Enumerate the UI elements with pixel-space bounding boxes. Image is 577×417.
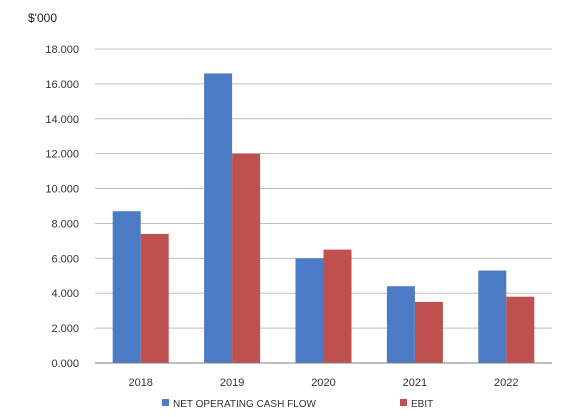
gridlines bbox=[95, 48, 552, 329]
bars bbox=[112, 73, 535, 363]
y-tick-label: 8.000 bbox=[51, 218, 79, 230]
y-tick-label: 2.000 bbox=[51, 323, 79, 335]
bar-ebit-2021 bbox=[414, 301, 443, 363]
bar-ebit-2022 bbox=[506, 296, 535, 363]
y-tick-label: 0.000 bbox=[51, 358, 79, 370]
bar-cash-flow-2020 bbox=[295, 258, 324, 363]
x-tick-label: 2022 bbox=[494, 377, 518, 389]
bar-cash-flow-2018 bbox=[112, 211, 141, 363]
y-tick-label: 16.000 bbox=[45, 79, 79, 91]
legend-swatch bbox=[400, 399, 407, 406]
bar-ebit-2020 bbox=[323, 249, 352, 363]
bar-cash-flow-2022 bbox=[478, 270, 507, 363]
legend-label: EBIT bbox=[411, 399, 433, 410]
bar-cash-flow-2019 bbox=[204, 73, 233, 363]
x-tick-label: 2018 bbox=[128, 377, 152, 389]
legend: NET OPERATING CASH FLOW EBIT bbox=[162, 399, 433, 410]
legend-label: NET OPERATING CASH FLOW bbox=[173, 399, 317, 410]
y-tick-label: 6.000 bbox=[51, 253, 79, 265]
x-tick-label: 2019 bbox=[220, 377, 244, 389]
y-tick-label: 10.000 bbox=[45, 184, 79, 196]
bar-ebit-2019 bbox=[232, 153, 261, 363]
x-tick-label: 2020 bbox=[311, 377, 335, 389]
y-axis-ticks: 0.000 2.000 4.000 6.000 8.000 10.000 12.000 14.… bbox=[45, 44, 79, 370]
y-tick-label: 14.000 bbox=[45, 114, 79, 126]
unit-label: $'000 bbox=[28, 11, 57, 25]
y-tick-label: 4.000 bbox=[51, 288, 79, 300]
x-tick-label: 2021 bbox=[403, 377, 427, 389]
bar-cash-flow-2021 bbox=[386, 286, 415, 363]
bar-ebit-2018 bbox=[140, 233, 169, 363]
legend-swatch bbox=[162, 399, 169, 406]
y-tick-label: 12.000 bbox=[45, 149, 79, 161]
y-tick-label: 18.000 bbox=[45, 44, 79, 56]
x-axis-ticks: 2018 2019 2020 2021 2022 bbox=[128, 377, 518, 389]
